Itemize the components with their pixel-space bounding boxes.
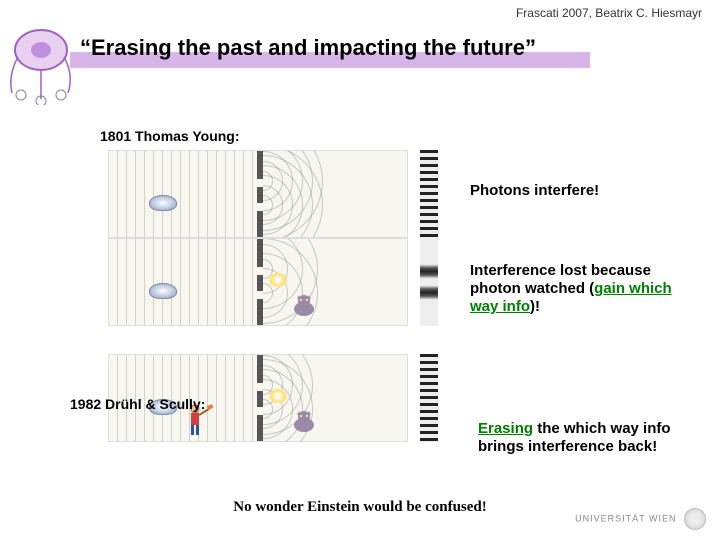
- photon-source-icon: [149, 283, 177, 299]
- observer-cat-icon: [289, 289, 319, 319]
- screen-fringes-icon: [420, 150, 438, 238]
- spacer: [108, 326, 428, 354]
- flash-icon: [269, 273, 287, 287]
- university-seal-icon: [684, 508, 706, 530]
- slide-title: “Erasing the past and impacting the futu…: [70, 30, 630, 66]
- flash-icon: [269, 389, 287, 403]
- caption-watched-c: )!: [530, 298, 540, 315]
- university-logo: UNIVERSITÄT WIEN: [575, 508, 706, 530]
- university-logo-text: UNIVERSITÄT WIEN: [575, 513, 676, 523]
- wave-box: [108, 150, 408, 238]
- diagram-row-interference: [108, 150, 428, 238]
- label-scully: 1982 Drühl & Scully:: [70, 396, 205, 412]
- screen-blobs-icon: [420, 238, 438, 326]
- diagram-row-watched: [108, 238, 428, 326]
- interference-waves: [263, 151, 408, 238]
- caption-erasing-green: Erasing: [478, 420, 533, 437]
- observer-cat-icon: [289, 405, 319, 435]
- screen-fringes-icon: [420, 354, 438, 442]
- plane-waves: [109, 239, 257, 326]
- header-credit: Frascati 2007, Beatrix C. Hiesmayr: [516, 6, 702, 20]
- photon-source-icon: [149, 195, 177, 211]
- caption-erasing: Erasing the which way info brings interf…: [478, 420, 698, 456]
- cell-bullet-icon: [6, 15, 76, 105]
- wave-box: [108, 238, 408, 326]
- label-young: 1801 Thomas Young:: [100, 128, 240, 144]
- title-text: “Erasing the past and impacting the futu…: [70, 35, 536, 61]
- caption-watched: Interference lost because photon watched…: [470, 262, 700, 316]
- plane-waves: [109, 151, 257, 238]
- caption-interfere: Photons interfere!: [470, 182, 599, 200]
